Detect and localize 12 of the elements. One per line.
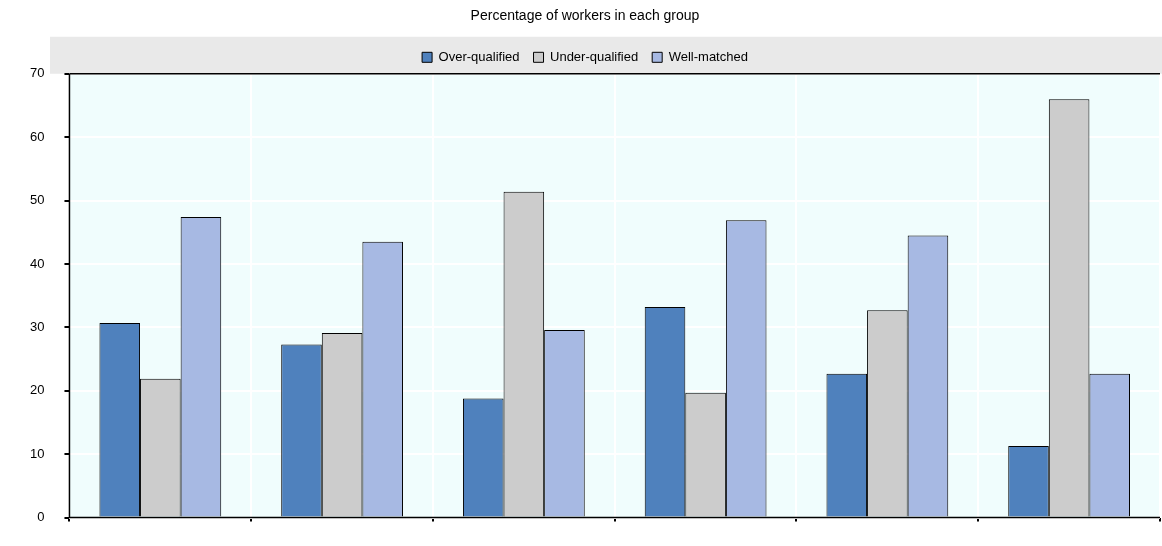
y-tick-label: 40 <box>29 255 45 271</box>
y-tick-label: 0 <box>37 509 45 525</box>
y-tick-label: 50 <box>29 192 45 208</box>
legend-label: Well-matched <box>668 48 748 64</box>
y-tick-label: 70 <box>29 65 45 81</box>
chart-title: Percentage of workers in each group <box>470 7 700 24</box>
y-tick-label: 60 <box>29 128 45 144</box>
y-tick-label: 20 <box>29 382 45 398</box>
legend-label: Under-qualified <box>550 48 639 64</box>
legend-label: Over-qualified <box>438 48 520 64</box>
y-tick-label: 30 <box>29 318 45 334</box>
y-tick-label: 10 <box>29 445 45 461</box>
